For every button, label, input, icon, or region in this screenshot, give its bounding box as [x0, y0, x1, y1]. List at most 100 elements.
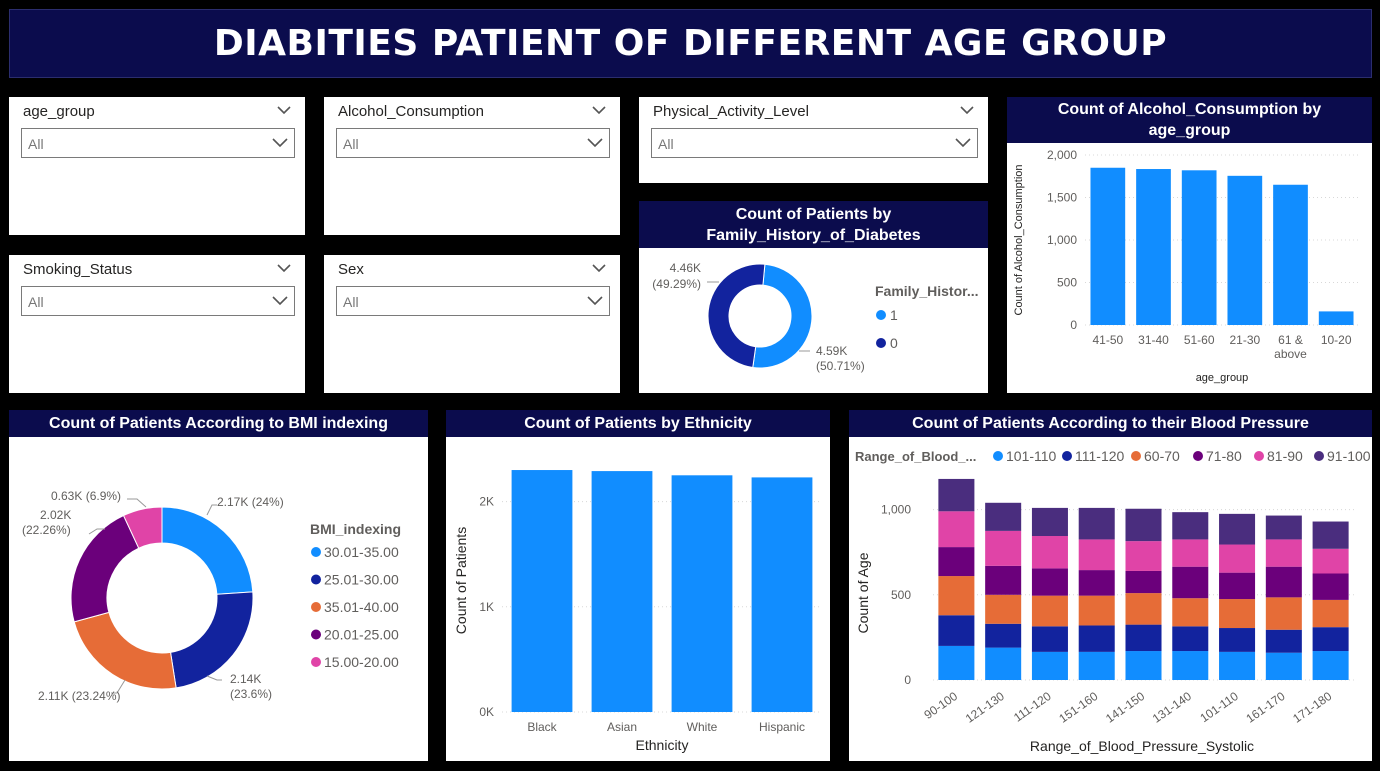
bar[interactable] — [751, 477, 813, 712]
bar-segment[interactable] — [985, 502, 1022, 531]
bar-segment[interactable] — [1078, 595, 1115, 626]
bar-segment[interactable] — [1312, 599, 1349, 628]
donut-slice[interactable] — [707, 263, 766, 369]
donut-slice[interactable] — [122, 506, 163, 549]
bar-segment[interactable] — [985, 530, 1022, 566]
chevron-down-icon[interactable] — [277, 105, 291, 115]
slicer-dropdown[interactable]: All — [21, 128, 295, 158]
bar-segment[interactable] — [985, 623, 1022, 648]
bar[interactable] — [1273, 184, 1308, 325]
bar-segment[interactable] — [1219, 599, 1256, 629]
bar-segment[interactable] — [1265, 597, 1302, 630]
bar-segment[interactable] — [1219, 651, 1256, 680]
bar-segment[interactable] — [1078, 539, 1115, 571]
bar-segment[interactable] — [1031, 568, 1068, 596]
bar-segment[interactable] — [1031, 536, 1068, 569]
slicer-dropdown[interactable]: All — [21, 286, 295, 316]
slicer-smoking[interactable]: Smoking_Status All — [9, 255, 305, 393]
bar-segment[interactable] — [938, 576, 975, 616]
bar-segment[interactable] — [1172, 539, 1209, 567]
bar-segment[interactable] — [1265, 652, 1302, 680]
bar-segment[interactable] — [985, 647, 1022, 680]
legend-label: 60-70 — [1144, 448, 1180, 464]
bar-segment[interactable] — [938, 547, 975, 577]
slicer-age-group[interactable]: age_group All — [9, 97, 305, 235]
bar-segment[interactable] — [1031, 595, 1068, 627]
chevron-down-icon[interactable] — [272, 138, 288, 148]
bar-segment[interactable] — [1031, 507, 1068, 537]
x-tick-label: White — [687, 720, 718, 734]
chevron-down-icon[interactable] — [955, 138, 971, 148]
bar-segment[interactable] — [1312, 521, 1349, 549]
bar-segment[interactable] — [1125, 593, 1162, 625]
bar[interactable] — [1181, 170, 1217, 325]
bar-segment[interactable] — [938, 645, 975, 680]
bar-segment[interactable] — [1219, 628, 1256, 652]
bar[interactable] — [1227, 175, 1263, 325]
bar-segment[interactable] — [938, 478, 975, 512]
bar-segment[interactable] — [1172, 626, 1209, 652]
bar-segment[interactable] — [1125, 651, 1162, 680]
bar-segment[interactable] — [938, 511, 975, 548]
slicer-header: Physical_Activity_Level — [653, 103, 976, 121]
bar-segment[interactable] — [1265, 515, 1302, 540]
bar-segment[interactable] — [1312, 627, 1349, 652]
bar-segment[interactable] — [1125, 541, 1162, 571]
donut-slice[interactable] — [161, 506, 254, 595]
bar-segment[interactable] — [1078, 651, 1115, 680]
bar-segment[interactable] — [1031, 626, 1068, 652]
bar[interactable] — [1136, 169, 1171, 325]
x-tick-label: 131-140 — [1150, 689, 1194, 726]
donut-slice[interactable] — [70, 514, 140, 623]
slicer-sex[interactable]: Sex All — [324, 255, 620, 393]
bar-segment[interactable] — [938, 615, 975, 646]
bar-segment[interactable] — [1078, 570, 1115, 596]
slicer-dropdown[interactable]: All — [651, 128, 978, 158]
bar-segment[interactable] — [1172, 598, 1209, 627]
chevron-down-icon[interactable] — [587, 138, 603, 148]
donut-slice[interactable] — [752, 263, 813, 369]
slicer-dropdown[interactable]: All — [336, 128, 610, 158]
bar-segment[interactable] — [1125, 508, 1162, 542]
bar-segment[interactable] — [1265, 566, 1302, 598]
chevron-down-icon[interactable] — [272, 296, 288, 306]
donut-slice[interactable] — [73, 611, 177, 690]
bar-segment[interactable] — [985, 565, 1022, 595]
bar-segment[interactable] — [1172, 512, 1209, 540]
leader-line — [206, 675, 222, 681]
bar-segment[interactable] — [1125, 624, 1162, 652]
bar-segment[interactable] — [1312, 573, 1349, 600]
bar-segment[interactable] — [1172, 566, 1209, 599]
bar-segment[interactable] — [1219, 544, 1256, 573]
bar-segment[interactable] — [1031, 651, 1068, 680]
bar[interactable] — [1090, 167, 1126, 325]
slice-label: (50.71%) — [816, 359, 865, 373]
bar-segment[interactable] — [1172, 651, 1209, 680]
alcohol-chart: 0 500 1,000 1,500 2,000 41-50 31-40 51-60 21-30 6… — [1013, 148, 1359, 384]
bar-segment[interactable] — [1219, 513, 1256, 545]
x-axis-label: age_group — [1196, 372, 1249, 384]
bar-segment[interactable] — [1078, 625, 1115, 652]
slicer-dropdown[interactable]: All — [336, 286, 610, 316]
bar-segment[interactable] — [1312, 651, 1349, 680]
bar[interactable] — [1318, 311, 1354, 325]
chevron-down-icon[interactable] — [592, 263, 606, 273]
bar-segment[interactable] — [1265, 539, 1302, 567]
chevron-down-icon[interactable] — [277, 263, 291, 273]
bar[interactable] — [591, 471, 653, 712]
bar-segment[interactable] — [985, 594, 1022, 624]
bar[interactable] — [511, 470, 573, 712]
x-tick-label: 171-180 — [1290, 689, 1334, 726]
bar-segment[interactable] — [1078, 507, 1115, 540]
bar-segment[interactable] — [1125, 570, 1162, 594]
slicer-activity[interactable]: Physical_Activity_Level All — [639, 97, 988, 183]
chevron-down-icon[interactable] — [587, 296, 603, 306]
bar-segment[interactable] — [1312, 548, 1349, 574]
legend-swatch — [311, 657, 321, 667]
bar[interactable] — [671, 475, 733, 712]
bar-segment[interactable] — [1219, 572, 1256, 600]
chevron-down-icon[interactable] — [592, 105, 606, 115]
chevron-down-icon[interactable] — [960, 105, 974, 115]
slicer-alcohol[interactable]: Alcohol_Consumption All — [324, 97, 620, 235]
bar-segment[interactable] — [1265, 629, 1302, 653]
